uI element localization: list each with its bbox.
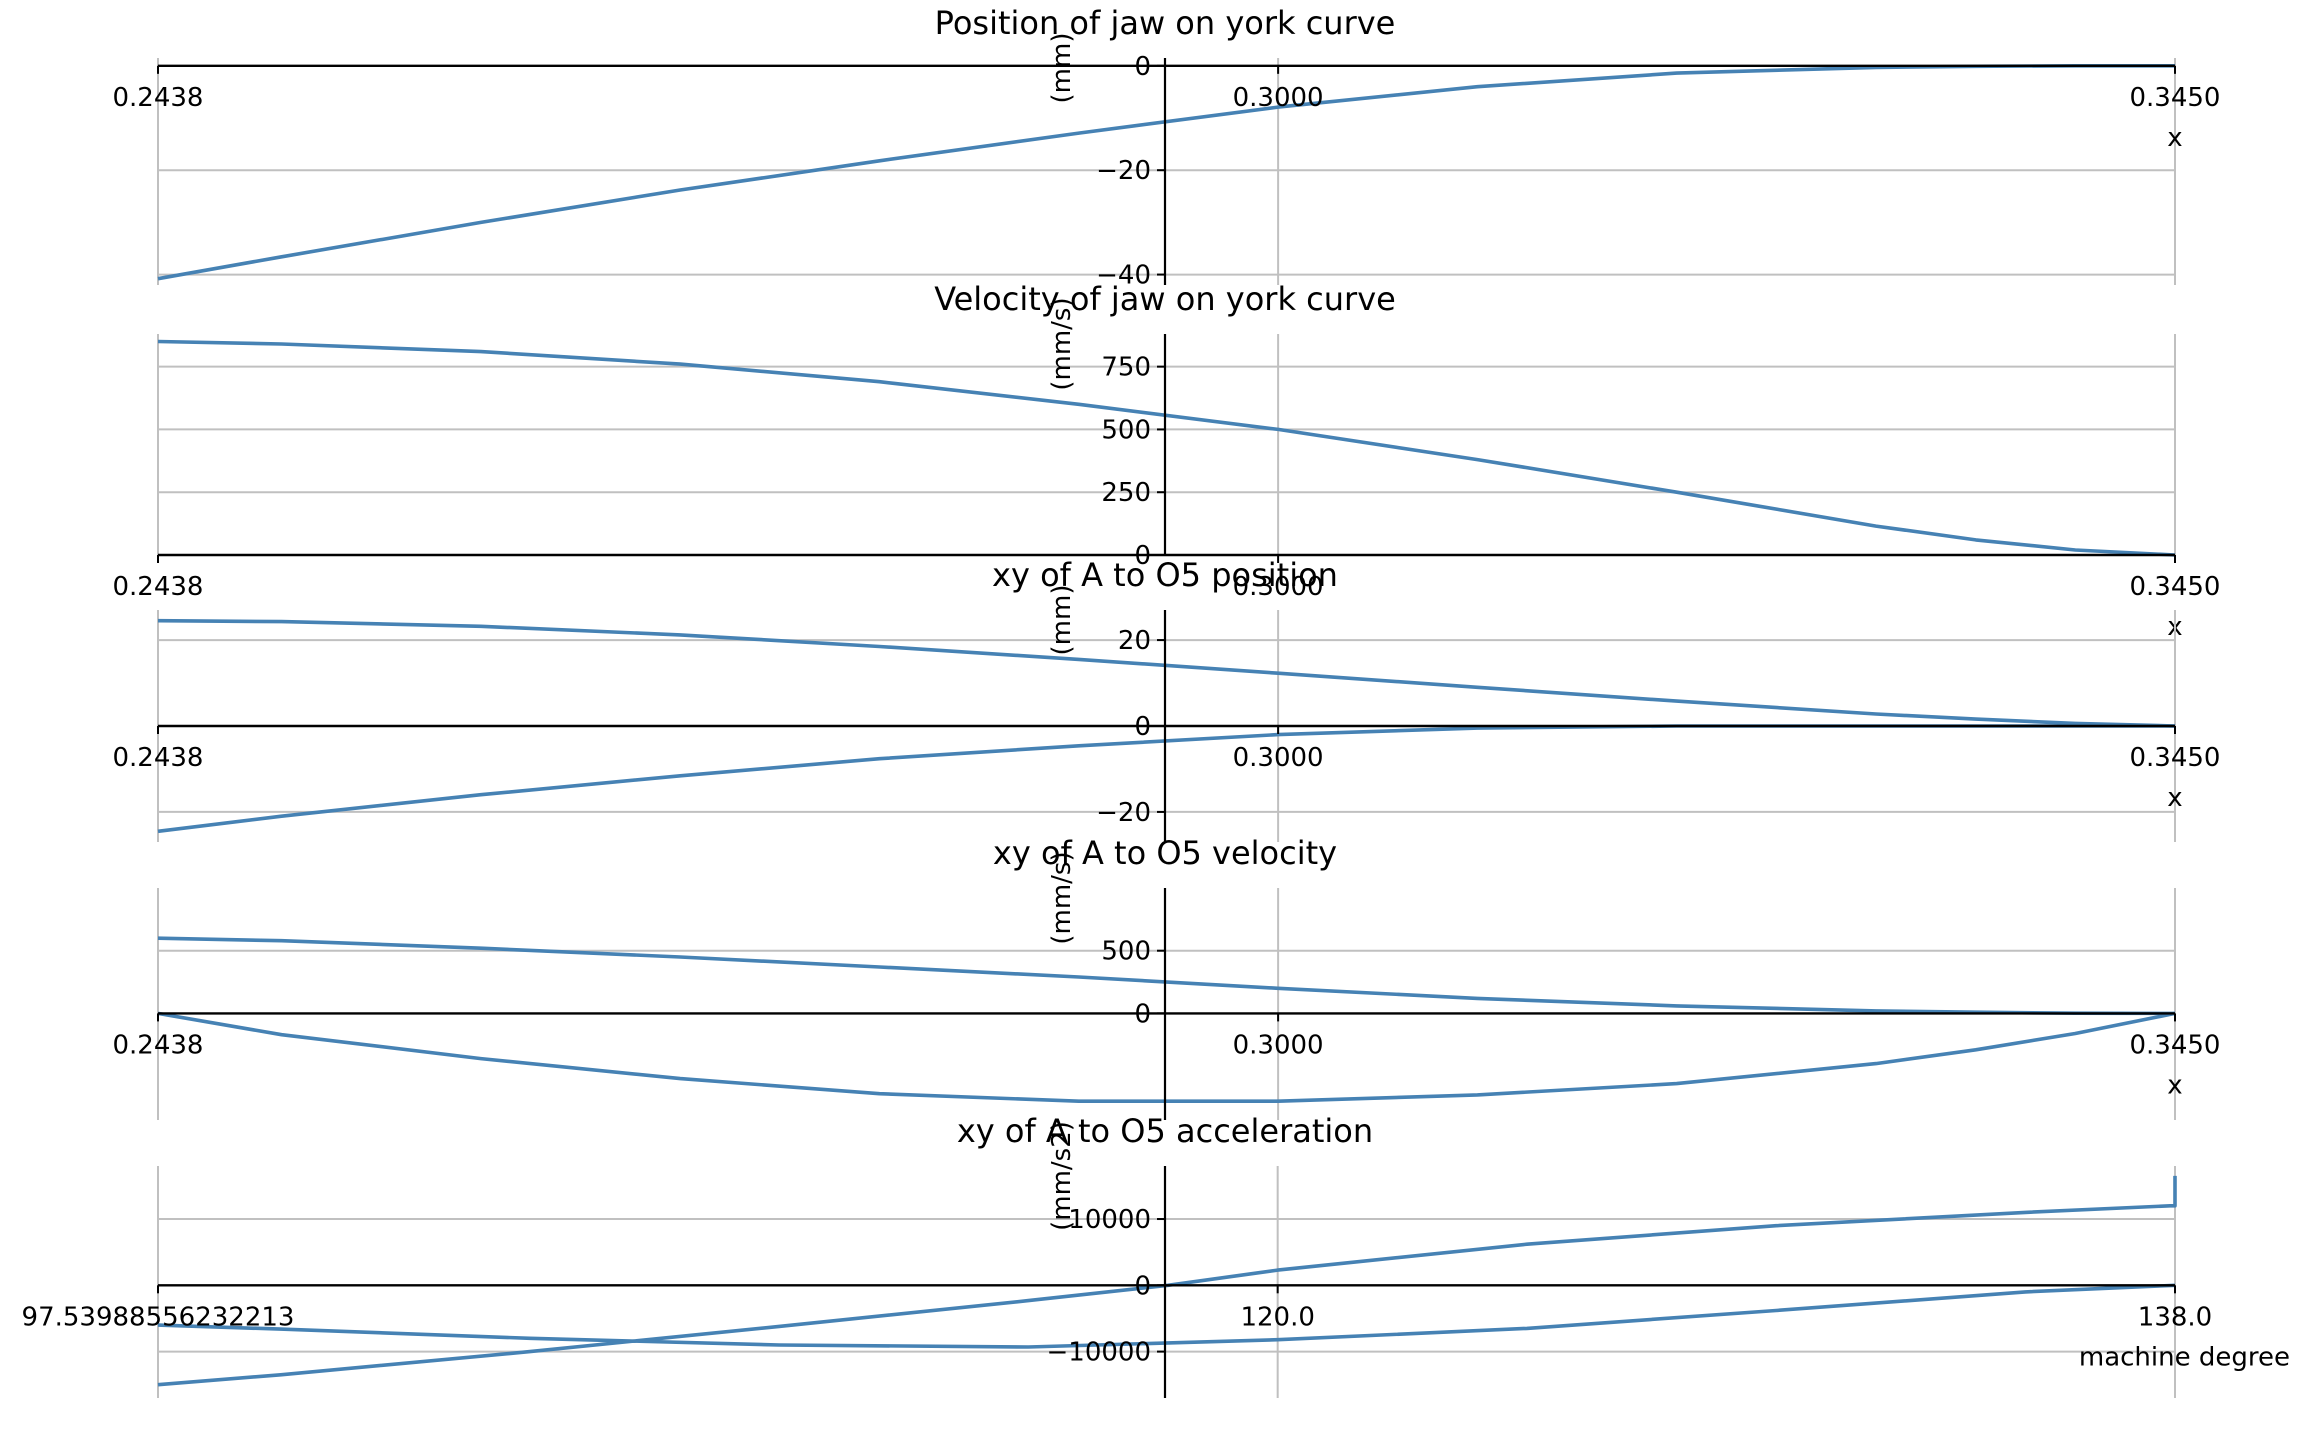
x-tick-label: 0.3450 bbox=[2130, 572, 2221, 602]
subplot-title: Velocity of jaw on york curve bbox=[934, 280, 1396, 318]
y-tick-label: 0 bbox=[1134, 541, 1151, 571]
y-tick-label: −40 bbox=[1096, 261, 1151, 291]
x-tick-label: 0.3450 bbox=[2130, 83, 2221, 113]
x-axis-label: x bbox=[2167, 123, 2182, 153]
x-axis-label: x bbox=[2167, 1070, 2182, 1100]
x-tick-label: 0.2438 bbox=[113, 743, 204, 773]
x-tick-label: 0.2438 bbox=[113, 83, 204, 113]
y-tick-label: −20 bbox=[1096, 156, 1151, 186]
y-tick-label: 20 bbox=[1118, 626, 1151, 656]
subplot-title: xy of A to O5 position bbox=[992, 556, 1338, 594]
x-tick-label: 0.2438 bbox=[113, 572, 204, 602]
x-tick-label: 0.3000 bbox=[1233, 1030, 1324, 1060]
subplot-title: Position of jaw on york curve bbox=[935, 4, 1396, 42]
y-tick-label: 500 bbox=[1101, 937, 1151, 967]
x-tick-label: 138.0 bbox=[2138, 1302, 2212, 1332]
y-axis-label: (mm) bbox=[1047, 33, 1077, 104]
subplot-2: 0 250 500 750 0.2438 0.3000 0.3450 Velocity of … bbox=[113, 280, 2221, 642]
y-tick-label: 250 bbox=[1101, 478, 1151, 508]
y-axis-label: (mm) bbox=[1047, 585, 1077, 656]
series-line-1 bbox=[157, 618, 2176, 728]
series-line-2 bbox=[157, 1283, 2176, 1349]
x-tick-label: 0.2438 bbox=[113, 1030, 204, 1060]
subplot-title: xy of A to O5 velocity bbox=[993, 834, 1337, 872]
y-tick-label: −10000 bbox=[1047, 1338, 1152, 1368]
subplot-title: xy of A to O5 acceleration bbox=[957, 1112, 1373, 1150]
x-tick-label: 120.0 bbox=[1240, 1302, 1314, 1332]
x-tick-label: 0.3000 bbox=[1233, 572, 1324, 602]
y-tick-label: 0 bbox=[1134, 712, 1151, 742]
subplot-5: 10000 0 −10000 97.53988556232213 120.0 138.0 x… bbox=[22, 1112, 2290, 1398]
series-line-2 bbox=[157, 1011, 2176, 1103]
y-tick-label: 10000 bbox=[1068, 1205, 1151, 1235]
y-tick-label: 0 bbox=[1134, 52, 1151, 82]
x-axis-label: x bbox=[2167, 783, 2182, 813]
subplot-4: 0 500 0.2438 0.3000 0.3450 xy of A to O5 velo… bbox=[113, 834, 2221, 1120]
y-axis-label: (mm/s2) bbox=[1047, 1121, 1077, 1231]
x-tick-label: 0.3000 bbox=[1233, 83, 1324, 113]
subplot-1: 0 −20 −40 0.2438 0.3000 0.3450 Position of jaw… bbox=[113, 4, 2221, 291]
x-axis-label: machine degree bbox=[2079, 1342, 2290, 1372]
y-tick-label: −20 bbox=[1096, 798, 1151, 828]
y-axis-label: (mm/s) bbox=[1047, 851, 1077, 944]
series-line-1 bbox=[157, 339, 2176, 557]
subplot-3: 0 20 −20 0.2438 0.3000 0.3450 xy of A to O5 po… bbox=[113, 556, 2221, 842]
y-tick-label: 0 bbox=[1134, 999, 1151, 1029]
series-line-1 bbox=[157, 1175, 2177, 1387]
series-line-2 bbox=[157, 724, 2175, 834]
y-tick-label: 500 bbox=[1101, 415, 1151, 445]
x-tick-label: 97.53988556232213 bbox=[22, 1302, 295, 1332]
x-tick-label: 0.3000 bbox=[1233, 743, 1324, 773]
x-tick-label: 0.3450 bbox=[2130, 743, 2221, 773]
y-tick-label: 0 bbox=[1134, 1271, 1151, 1301]
series-line-1 bbox=[157, 64, 2175, 281]
series-line-1 bbox=[157, 936, 2176, 1016]
y-axis-label: (mm/s) bbox=[1047, 297, 1077, 390]
y-tick-label: 750 bbox=[1101, 353, 1151, 383]
x-tick-label: 0.3450 bbox=[2130, 1030, 2221, 1060]
